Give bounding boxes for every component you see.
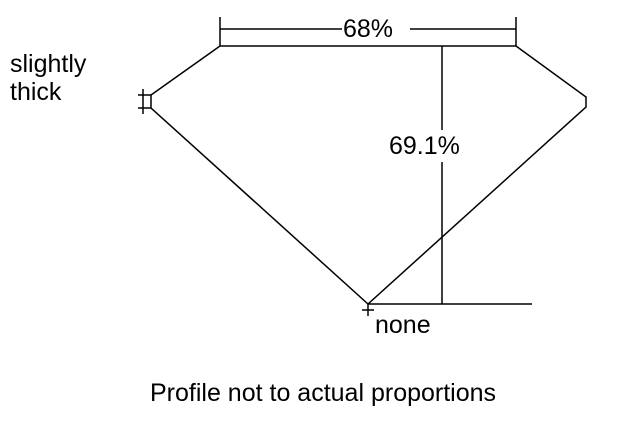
caption: Profile not to actual proportions bbox=[150, 379, 497, 407]
diamond-outline bbox=[150, 45, 587, 306]
girdle-label-line2: thick bbox=[10, 78, 62, 106]
table-percent-label: 68% bbox=[343, 15, 394, 43]
depth-percent-label: 69.1% bbox=[389, 132, 460, 160]
girdle-label-line1: slightly bbox=[10, 50, 87, 78]
culet-label: none bbox=[375, 311, 431, 339]
